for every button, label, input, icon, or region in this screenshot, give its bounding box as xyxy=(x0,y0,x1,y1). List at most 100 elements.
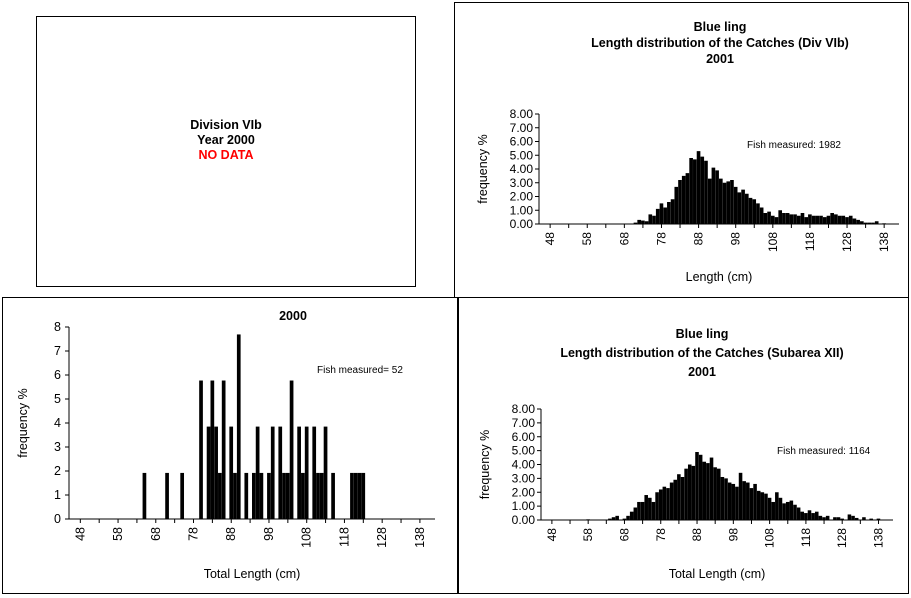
bar xyxy=(738,472,743,520)
bar xyxy=(871,222,875,225)
bar xyxy=(674,186,679,225)
bar xyxy=(727,482,732,520)
bar xyxy=(834,214,838,225)
bar xyxy=(774,217,779,225)
bar xyxy=(357,472,362,519)
bar xyxy=(637,501,641,520)
y-tick-label: 4 xyxy=(54,416,61,430)
bar xyxy=(856,219,860,225)
bar xyxy=(719,178,723,225)
bar xyxy=(863,222,868,225)
bar xyxy=(746,482,750,520)
x-tick-label: 98 xyxy=(262,527,276,541)
bar xyxy=(793,214,797,225)
x-tick-label: 68 xyxy=(617,528,631,542)
x-tick-label: 78 xyxy=(654,232,668,246)
x-tick-label: 88 xyxy=(224,527,238,541)
bar xyxy=(622,518,627,520)
bar xyxy=(652,215,656,224)
bar xyxy=(640,501,645,520)
bar xyxy=(825,515,830,520)
x-tick-label: 138 xyxy=(871,528,885,548)
bar xyxy=(811,215,816,224)
bar xyxy=(696,151,701,225)
no-data-label: NO DATA xyxy=(198,148,254,162)
bar xyxy=(764,493,768,520)
bar xyxy=(876,518,881,520)
bar xyxy=(285,472,290,519)
bar xyxy=(793,504,797,520)
bar xyxy=(867,222,872,225)
bar xyxy=(693,159,697,225)
bar xyxy=(233,472,237,519)
x-tick-label: 68 xyxy=(617,232,631,246)
chart-title-line: Length distribution of the Catches (Suba… xyxy=(560,346,843,360)
bar xyxy=(789,500,794,520)
bar xyxy=(759,207,764,224)
chart-title-line: Blue ling xyxy=(694,20,747,34)
bar xyxy=(350,472,354,519)
bar xyxy=(771,501,775,520)
bar xyxy=(782,503,786,520)
bar xyxy=(304,426,309,519)
fish-measured-annotation: Fish measured: 1982 xyxy=(747,140,841,151)
y-tick-label: 5.00 xyxy=(512,444,536,458)
bar xyxy=(841,215,846,224)
y-tick-label: 8 xyxy=(54,320,61,334)
bar xyxy=(608,518,612,520)
bar xyxy=(278,426,283,519)
bar xyxy=(756,203,760,225)
y-tick-label: 8.00 xyxy=(512,402,536,416)
bar xyxy=(808,214,812,225)
bar xyxy=(698,454,703,520)
bar xyxy=(323,426,328,519)
y-tick-label: 6.00 xyxy=(512,430,536,444)
y-tick-label: 6.00 xyxy=(510,135,534,149)
chart-subarea-xii-2001: Blue ling Length distribution of the Catc… xyxy=(478,327,893,581)
y-tick-label: 1 xyxy=(54,488,61,502)
bar xyxy=(206,426,211,519)
bar xyxy=(840,518,844,520)
bar xyxy=(715,170,719,225)
bar xyxy=(270,426,275,519)
bar xyxy=(316,472,320,519)
bar xyxy=(244,472,249,519)
x-tick-label: 138 xyxy=(877,232,891,252)
bar xyxy=(778,497,783,520)
bar xyxy=(737,192,742,225)
bar xyxy=(800,511,805,520)
bar xyxy=(259,472,264,519)
bar xyxy=(681,175,686,225)
x-tick-label: 98 xyxy=(726,528,740,542)
x-tick-label: 128 xyxy=(375,527,389,548)
bar xyxy=(822,217,827,225)
bar xyxy=(142,472,147,519)
bar xyxy=(289,380,294,519)
x-tick-label: 108 xyxy=(766,232,780,252)
bar xyxy=(691,465,696,520)
bar xyxy=(666,488,670,520)
y-tick-label: 1.00 xyxy=(510,203,534,217)
bar xyxy=(748,197,753,225)
bar xyxy=(677,474,681,520)
bar xyxy=(818,515,823,520)
bar xyxy=(704,160,708,224)
x-tick-label: 58 xyxy=(111,527,125,541)
bar xyxy=(700,156,705,225)
bar xyxy=(210,380,215,519)
y-tick-label: 7 xyxy=(54,344,61,358)
bar xyxy=(800,213,805,224)
bar xyxy=(837,215,842,224)
bar xyxy=(833,517,837,520)
bar xyxy=(726,181,731,225)
y-tick-label: 4.00 xyxy=(510,162,534,176)
bar xyxy=(804,513,808,520)
bar xyxy=(659,203,664,225)
x-tick-label: 98 xyxy=(729,232,743,246)
bar xyxy=(862,517,866,520)
x-axis-label: Length (cm) xyxy=(686,270,753,284)
bar xyxy=(644,221,649,224)
bar xyxy=(796,507,801,520)
bar xyxy=(822,517,826,520)
y-tick-label: 4.00 xyxy=(512,458,536,472)
